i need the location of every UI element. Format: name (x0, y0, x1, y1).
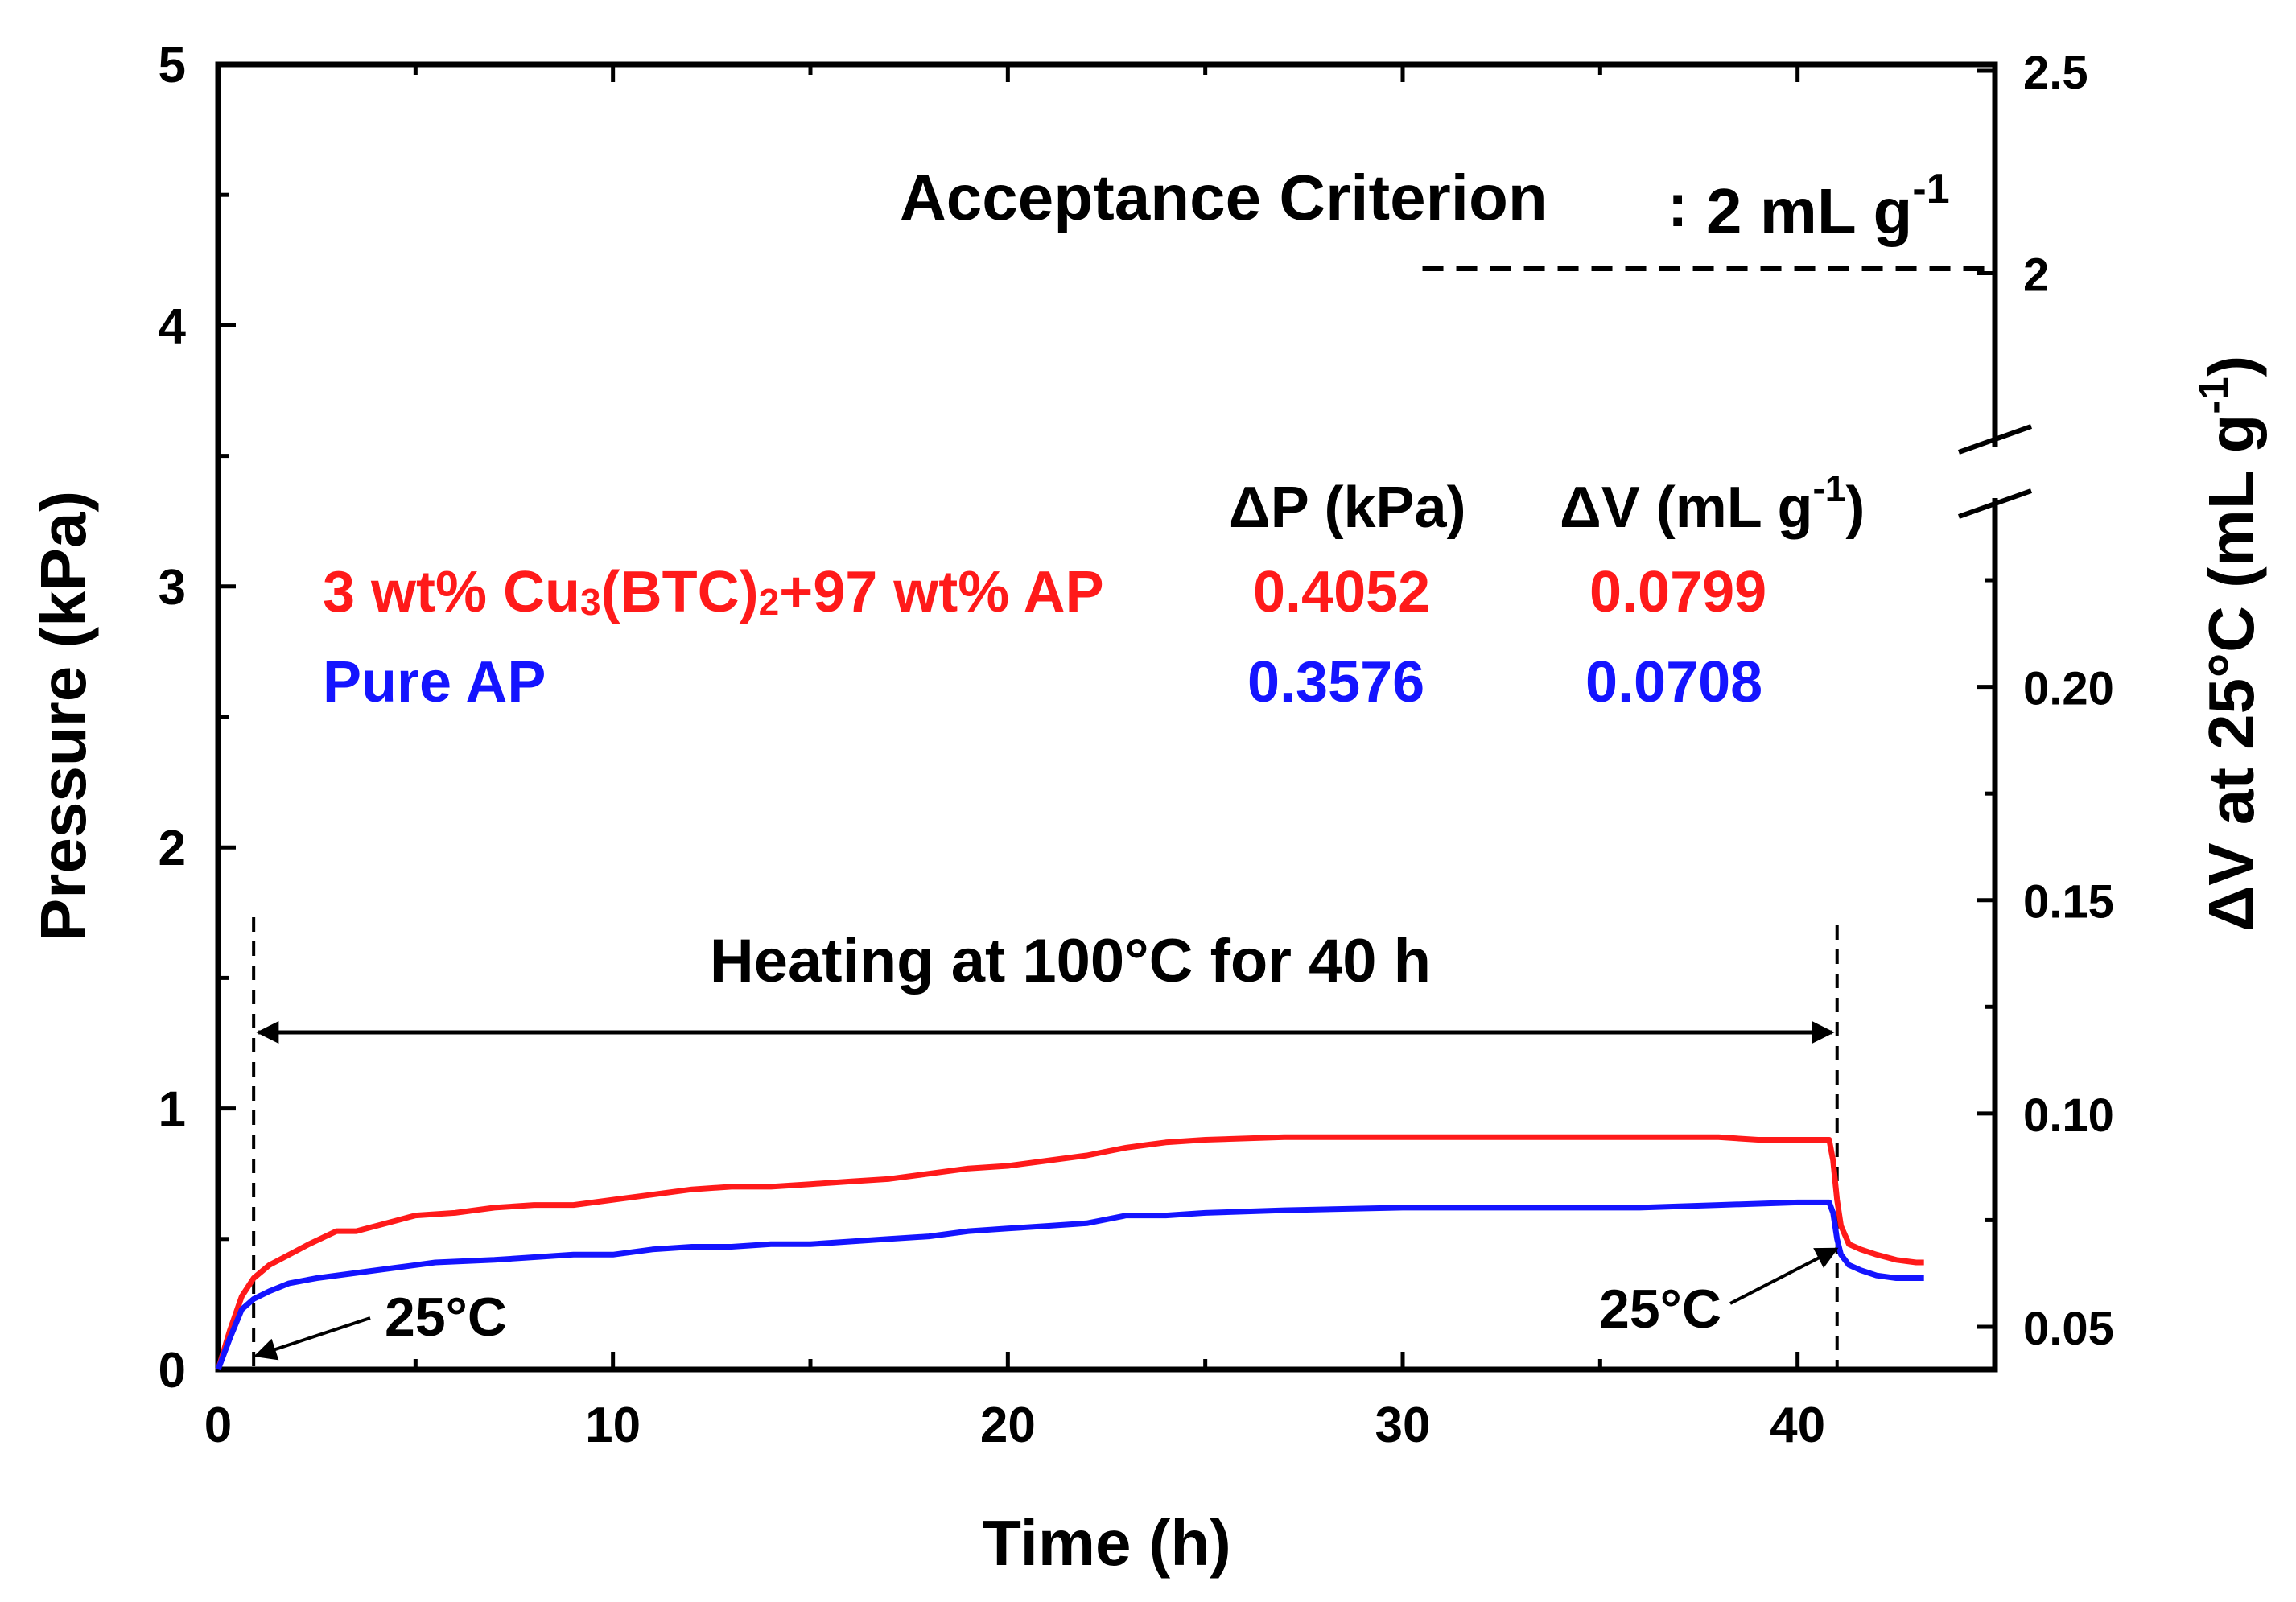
y2-tick-label: 2 (2023, 249, 2049, 302)
series-line (215, 1199, 1924, 1371)
table-header-dv-close: ) (1845, 476, 1865, 540)
y-tick-label: 5 (159, 38, 186, 93)
series-layer (215, 1134, 1924, 1371)
table-row-dp: 0.4052 (1253, 560, 1430, 624)
x-tick-label: 40 (1770, 1398, 1825, 1453)
y2-axis-label-main: ΔV at 25°C (mL g (2195, 414, 2267, 933)
y2-tick-label: 0.05 (2023, 1303, 2114, 1355)
y-axis-label: Pressure (kPa) (27, 491, 99, 941)
y-axis-ticks: 0 1 2 3 4 5 (159, 38, 236, 1398)
y2-tick-label: 2.5 (2023, 47, 2088, 99)
x-axis-label: Time (h) (982, 1507, 1231, 1579)
y2-tick-label: 0.20 (2023, 663, 2114, 715)
y-tick-label: 3 (159, 560, 186, 616)
end-temp-arrow (1729, 1247, 1839, 1305)
criterion-value-main: 2 mL g (1706, 175, 1912, 247)
plot-frame (215, 61, 1998, 1373)
sample-subscript: 2 (759, 581, 780, 623)
axis-break-gap (1987, 447, 2003, 498)
y2-tick-label: 0.15 (2023, 876, 2114, 929)
table-header-dv-main: ΔV (mL g (1560, 476, 1812, 540)
y-tick-label: 1 (159, 1082, 186, 1138)
y2-axis-label-close: ) (2195, 356, 2267, 377)
table-header-dp: ΔP (kPa) (1229, 476, 1466, 540)
heating-label: Heating at 100°C for 40 h (710, 927, 1431, 995)
y2-tick-label: 0.10 (2023, 1089, 2114, 1142)
start-temp-arrow (254, 1316, 371, 1361)
x-tick-label: 30 (1375, 1398, 1431, 1453)
sample-subscript: 3 (580, 581, 601, 623)
x-tick-label: 20 (980, 1398, 1036, 1453)
x-tick-label: 10 (585, 1398, 641, 1453)
start-temp-label: 25°C (385, 1287, 507, 1348)
y-tick-label: 4 (159, 299, 187, 354)
table-row-sample: 3 wt% Cu3(BTC)2+97 wt% AP (323, 560, 1104, 624)
table-row-dv: 0.0708 (1585, 650, 1762, 715)
y2-axis-ticks: 0.05 0.10 0.15 0.20 2 2.5 (1977, 47, 2114, 1355)
table-row-dp: 0.3576 (1247, 650, 1424, 715)
axis-break-mark-upper (1957, 424, 2033, 455)
y-tick-label: 2 (159, 821, 186, 876)
table-row-sample: Pure AP (323, 650, 546, 715)
y2-axis-label-sup: -1 (2191, 377, 2237, 414)
sample-suffix: +97 wt% AP (779, 560, 1104, 624)
y-tick-label: 0 (159, 1343, 186, 1398)
table-row-dv: 0.0799 (1589, 560, 1766, 624)
sample-prefix: 3 wt% Cu (323, 560, 580, 624)
criterion-colon: : (1667, 171, 1688, 240)
criterion-value: 2 mL g-1 (1706, 166, 1950, 247)
series-line (215, 1134, 1924, 1371)
y2-axis-label: ΔV at 25°C (mL g-1) (2191, 356, 2267, 933)
criterion-label: Acceptance Criterion (900, 162, 1548, 233)
criterion-value-sup: -1 (1912, 166, 1949, 212)
end-temp-label: 25°C (1599, 1279, 1721, 1340)
axis-break-mark-lower (1957, 488, 2033, 519)
sample-mid: (BTC) (601, 560, 759, 624)
x-tick-label: 0 (204, 1398, 232, 1453)
table-header-dv: ΔV (mL g-1) (1560, 467, 1865, 540)
x-axis-ticks: 0 10 20 30 40 (204, 64, 1997, 1453)
table-header-dv-sup: -1 (1812, 467, 1845, 509)
